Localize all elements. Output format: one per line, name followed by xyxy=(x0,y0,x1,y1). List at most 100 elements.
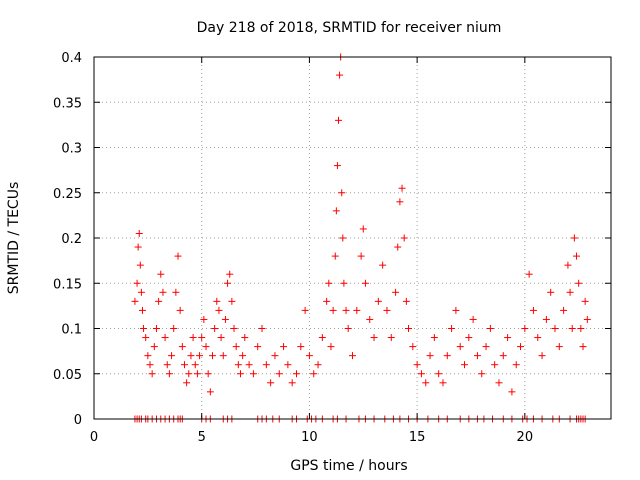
data-point xyxy=(409,343,417,351)
data-point xyxy=(426,352,434,360)
data-point xyxy=(245,361,253,369)
data-point xyxy=(521,325,529,332)
data-point xyxy=(178,343,186,351)
data-point xyxy=(435,370,443,378)
data-point xyxy=(570,234,578,242)
data-point xyxy=(413,361,421,369)
x-tick-label: 20 xyxy=(517,430,534,445)
data-point xyxy=(461,361,469,369)
data-point xyxy=(136,261,144,269)
data-point xyxy=(332,207,340,215)
data-point xyxy=(191,361,199,369)
data-point xyxy=(152,325,160,332)
data-point xyxy=(387,334,395,342)
data-point xyxy=(284,361,292,369)
x-tick-label: 10 xyxy=(301,430,318,445)
data-point xyxy=(456,343,464,351)
data-point xyxy=(202,343,210,351)
data-point xyxy=(249,370,257,378)
data-point xyxy=(491,361,499,369)
data-point xyxy=(234,361,242,369)
data-point xyxy=(219,352,227,360)
data-point xyxy=(430,334,438,342)
data-point xyxy=(232,343,240,351)
data-point xyxy=(189,334,197,342)
data-point xyxy=(138,306,146,314)
data-point xyxy=(394,243,402,251)
data-point xyxy=(331,252,339,260)
data-point xyxy=(452,306,460,314)
data-point xyxy=(155,297,163,305)
data-point xyxy=(323,297,331,305)
y-tick-label: 0.25 xyxy=(53,187,82,202)
data-point xyxy=(512,361,520,369)
data-point xyxy=(334,116,342,124)
data-point xyxy=(314,361,322,369)
data-point xyxy=(305,352,313,360)
data-point xyxy=(258,325,266,332)
data-point xyxy=(170,325,178,332)
data-point xyxy=(239,352,247,360)
data-point xyxy=(159,288,167,296)
chart-title: Day 218 of 2018, SRMTID for receiver niu… xyxy=(197,20,502,36)
data-point xyxy=(224,279,232,287)
data-point xyxy=(478,370,486,378)
data-point xyxy=(359,225,367,233)
y-axis-label: SRMTID / TECUs xyxy=(6,182,22,295)
data-point xyxy=(542,315,550,323)
data-point xyxy=(172,288,180,296)
data-point xyxy=(333,162,341,170)
data-point xyxy=(465,334,473,342)
data-point xyxy=(342,306,350,314)
data-point xyxy=(370,334,378,342)
data-point xyxy=(180,361,188,369)
y-tick-label: 0.1 xyxy=(61,323,82,338)
data-point xyxy=(583,315,591,323)
data-point xyxy=(157,270,165,278)
data-point xyxy=(383,306,391,314)
x-tick-label: 15 xyxy=(409,430,426,445)
data-point xyxy=(226,270,234,278)
data-point xyxy=(208,352,216,360)
data-point xyxy=(400,234,408,242)
data-point xyxy=(564,261,572,269)
data-point xyxy=(204,370,212,378)
data-point xyxy=(577,325,585,332)
data-point xyxy=(361,279,369,287)
data-point xyxy=(206,388,214,396)
data-point xyxy=(213,297,221,305)
data-point xyxy=(230,325,238,332)
data-point xyxy=(517,343,525,351)
data-point xyxy=(551,325,559,332)
data-point xyxy=(280,343,288,351)
data-point xyxy=(529,306,537,314)
data-point xyxy=(417,370,425,378)
data-point xyxy=(131,297,139,305)
y-tick-label: 0 xyxy=(74,413,82,428)
data-point xyxy=(443,352,451,360)
data-point xyxy=(327,343,335,351)
data-point xyxy=(221,315,229,323)
data-point xyxy=(439,379,447,387)
data-point xyxy=(357,252,365,260)
y-tick-label: 0.2 xyxy=(61,232,82,247)
data-point xyxy=(254,343,262,351)
data-point xyxy=(555,343,563,351)
data-point xyxy=(402,297,410,305)
data-point xyxy=(547,288,555,296)
data-point xyxy=(241,334,249,342)
data-point xyxy=(499,352,507,360)
data-point xyxy=(183,379,191,387)
data-point xyxy=(344,325,352,332)
data-point xyxy=(336,71,344,79)
data-point xyxy=(161,334,169,342)
data-point xyxy=(353,306,361,314)
data-point xyxy=(137,288,145,296)
data-point xyxy=(185,370,193,378)
data-point xyxy=(134,243,142,251)
data-point xyxy=(538,352,546,360)
data-point xyxy=(168,352,176,360)
data-point xyxy=(525,270,533,278)
y-tick-label: 0.15 xyxy=(53,277,82,292)
